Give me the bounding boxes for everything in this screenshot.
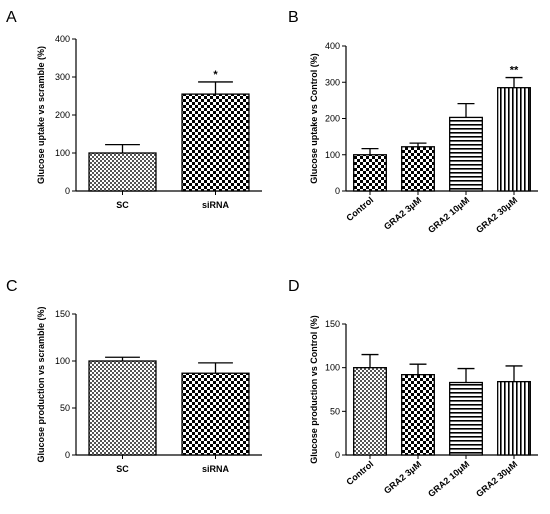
bar-gra2-10-m [449, 381, 483, 456]
category-label: siRNA [202, 200, 230, 210]
bar-gra2-3-m [401, 374, 435, 456]
panel-letter: C [6, 278, 18, 295]
y-tick-label: 400 [325, 41, 340, 51]
panel-a: A 0 100 200 300 400 Glucose uptake vs scramble… [6, 9, 262, 210]
y-tick-label: 100 [55, 356, 70, 366]
category-label: SC [116, 464, 129, 474]
panel-letter: B [288, 9, 299, 26]
y-tick-label: 150 [55, 309, 70, 319]
panel-letter: A [6, 9, 17, 26]
category-label: GRA2 3μM [382, 459, 423, 496]
bar-sc [88, 152, 157, 192]
y-tick-label: 50 [330, 406, 340, 416]
bar-gra2-10-m [449, 116, 483, 192]
y-axis-title: Glucose production vs Control (%) [309, 315, 319, 464]
bar-sirna [181, 93, 250, 192]
y-tick-label: 300 [325, 77, 340, 87]
category-label: GRA2 10μM [426, 459, 471, 499]
y-axis-title: Glucose production vs scramble (%) [36, 306, 46, 462]
bar-control [353, 367, 387, 456]
panel-b: B 0 100 200 300 400 Glucose uptake vs Control … [288, 9, 538, 235]
y-tick-label: 100 [55, 148, 70, 158]
y-tick-label: 0 [335, 186, 340, 196]
category-label: GRA2 30μM [474, 195, 519, 235]
y-tick-label: 0 [65, 450, 70, 460]
category-label: GRA2 3μM [382, 195, 423, 232]
category-label: SC [116, 200, 129, 210]
panel-c: C 0 50 100 150 Glucose production vs scramble… [6, 278, 262, 474]
y-axis-title: Glucose uptake vs scramble (%) [36, 46, 46, 184]
y-tick-label: 50 [60, 403, 70, 413]
panel-letter: D [288, 278, 300, 295]
bar-gra2-3-m [401, 146, 435, 192]
y-tick-label: 0 [335, 450, 340, 460]
y-tick-label: 200 [55, 110, 70, 120]
y-tick-label: 0 [65, 186, 70, 196]
y-tick-label: 200 [325, 114, 340, 124]
y-tick-label: 100 [325, 150, 340, 160]
panel-d: D 0 50 100 150 Glucose production vs Control … [288, 278, 538, 499]
y-axis-title: Glucose uptake vs Control (%) [309, 53, 319, 184]
bar-control [353, 154, 387, 192]
bar-sirna [181, 372, 250, 456]
significance-marker: ** [510, 65, 519, 77]
bar-sc [88, 360, 157, 456]
category-label: GRA2 10μM [426, 195, 471, 235]
y-tick-label: 150 [325, 319, 340, 329]
category-label: Control [344, 195, 375, 223]
category-label: Control [344, 459, 375, 487]
bar-gra2-30-m [497, 380, 531, 456]
category-label: siRNA [202, 464, 230, 474]
bar-gra2-30-m [497, 87, 531, 192]
significance-marker: * [213, 69, 218, 81]
category-label: GRA2 30μM [474, 459, 519, 499]
y-tick-label: 100 [325, 363, 340, 373]
y-tick-label: 300 [55, 72, 70, 82]
y-tick-label: 400 [55, 34, 70, 44]
